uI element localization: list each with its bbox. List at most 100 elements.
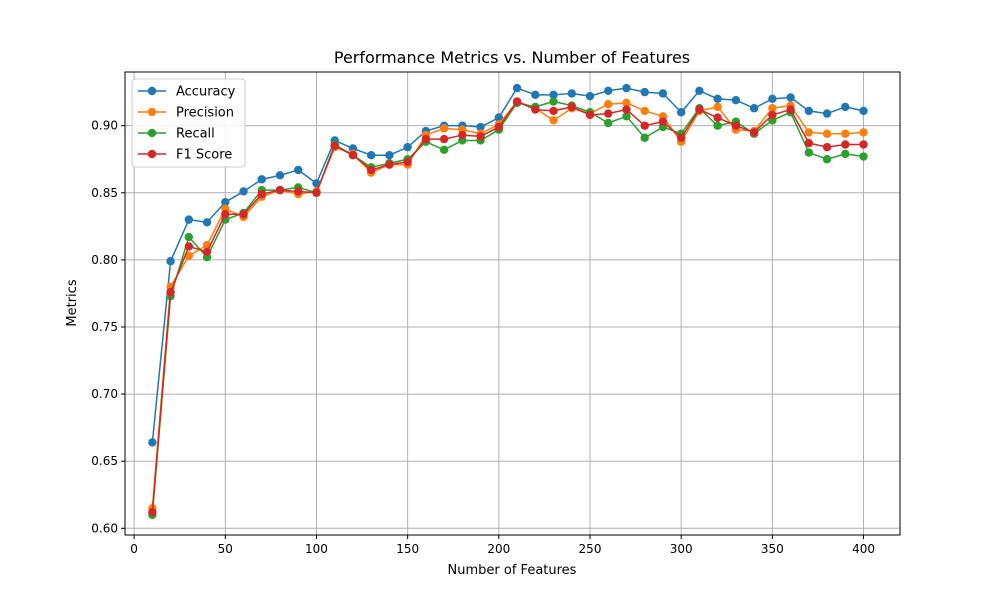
- data-point-recall: [640, 133, 649, 142]
- series-layer: [148, 83, 868, 520]
- data-point-accuracy: [275, 171, 285, 180]
- data-point-recall: [604, 118, 613, 128]
- data-point-f1-score: [458, 130, 467, 140]
- axis-ticks: 0 50 100 150 200 250 300 350 400 0.60 0.65 0.70 0.75…: [91, 119, 875, 556]
- data-point-accuracy: [804, 106, 814, 116]
- data-point-precision: [804, 128, 814, 137]
- data-point-f1-score: [786, 105, 795, 114]
- x-tick-label: 350: [761, 542, 784, 556]
- data-point-precision: [439, 124, 449, 133]
- data-point-f1-score: [822, 142, 832, 152]
- data-point-accuracy: [695, 86, 704, 95]
- data-point-accuracy: [366, 151, 376, 160]
- data-point-f1-score: [585, 110, 595, 120]
- legend-marker-accuracy: [147, 86, 157, 96]
- data-point-accuracy: [604, 86, 613, 95]
- data-point-f1-score: [257, 189, 266, 199]
- data-point-f1-score: [713, 113, 722, 122]
- data-point-accuracy: [585, 91, 595, 101]
- data-point-f1-score: [567, 102, 576, 112]
- data-point-f1-score: [275, 185, 285, 195]
- data-point-recall: [713, 121, 722, 130]
- data-point-precision: [640, 106, 649, 116]
- data-point-precision: [859, 128, 868, 137]
- y-tick-label: 0.80: [91, 253, 118, 267]
- data-point-f1-score: [622, 105, 631, 114]
- data-point-accuracy: [148, 438, 157, 447]
- data-point-precision: [549, 116, 558, 125]
- data-point-precision: [604, 100, 613, 109]
- data-point-recall: [841, 149, 850, 159]
- data-point-f1-score: [731, 121, 741, 130]
- data-point-f1-score: [695, 105, 704, 114]
- legend-box: [131, 78, 246, 168]
- data-point-recall: [439, 145, 449, 155]
- x-tick-label: 100: [305, 542, 328, 556]
- series-line-accuracy: [151, 87, 864, 443]
- data-point-f1-score: [348, 151, 358, 160]
- chart-title: Performance Metrics vs. Number of Featur…: [334, 48, 690, 67]
- data-point-f1-score: [859, 140, 868, 149]
- x-axis-label: Number of Features: [448, 563, 577, 578]
- y-tick-label: 0.70: [91, 387, 118, 401]
- legend-label-accuracy: Accuracy: [176, 85, 236, 100]
- data-point-f1-score: [239, 210, 248, 219]
- data-point-f1-score: [166, 287, 175, 297]
- legend-marker-f1-score: [147, 149, 157, 159]
- data-point-accuracy: [622, 83, 631, 93]
- data-point-accuracy: [749, 104, 759, 113]
- data-point-accuracy: [257, 175, 266, 184]
- legend-marker-precision: [147, 107, 157, 117]
- plot-frame: [124, 71, 901, 536]
- series-f1-score: [148, 97, 868, 517]
- y-tick-label: 0.90: [91, 119, 118, 133]
- data-point-accuracy: [166, 257, 175, 266]
- data-point-precision: [822, 129, 832, 138]
- data-point-f1-score: [841, 140, 850, 149]
- data-point-accuracy: [221, 197, 230, 207]
- x-tick-label: 150: [396, 542, 419, 556]
- data-point-accuracy: [822, 109, 832, 118]
- data-point-accuracy: [385, 151, 394, 160]
- data-point-recall: [822, 155, 832, 164]
- series-line-precision: [151, 100, 864, 509]
- data-point-accuracy: [549, 90, 558, 100]
- data-point-precision: [622, 98, 631, 108]
- data-point-f1-score: [494, 122, 504, 132]
- y-tick-label: 0.75: [91, 320, 118, 334]
- data-point-accuracy: [658, 89, 668, 98]
- data-point-accuracy: [494, 113, 504, 122]
- x-tick-label: 0: [130, 542, 138, 556]
- x-tick-label: 50: [218, 542, 233, 556]
- data-point-f1-score: [804, 138, 814, 148]
- data-point-accuracy: [184, 215, 194, 224]
- data-point-f1-score: [312, 188, 321, 197]
- legend-label-recall: Recall: [176, 127, 215, 142]
- legend-label-f1-score: F1 Score: [176, 148, 232, 163]
- data-point-f1-score: [604, 109, 613, 118]
- data-point-accuracy: [239, 187, 248, 196]
- legend-label-precision: Precision: [176, 106, 234, 121]
- data-point-accuracy: [713, 94, 722, 104]
- data-point-accuracy: [403, 142, 412, 152]
- data-point-f1-score: [749, 128, 759, 137]
- data-point-f1-score: [421, 134, 431, 144]
- series-line-recall: [151, 100, 864, 515]
- series-line-f1-score: [151, 100, 864, 513]
- data-point-f1-score: [476, 132, 485, 141]
- data-point-f1-score: [294, 187, 303, 196]
- data-point-accuracy: [731, 95, 741, 105]
- data-point-accuracy: [294, 165, 303, 175]
- legend-marker-recall: [147, 128, 157, 138]
- data-point-f1-score: [549, 106, 558, 116]
- grid: [125, 72, 900, 535]
- x-tick-label: 300: [670, 542, 693, 556]
- data-point-f1-score: [148, 507, 157, 517]
- data-point-precision: [841, 129, 850, 138]
- y-tick-label: 0.60: [91, 521, 118, 535]
- data-point-precision: [768, 104, 777, 113]
- data-point-recall: [859, 152, 868, 161]
- data-point-f1-score: [202, 247, 212, 257]
- data-point-accuracy: [202, 218, 212, 227]
